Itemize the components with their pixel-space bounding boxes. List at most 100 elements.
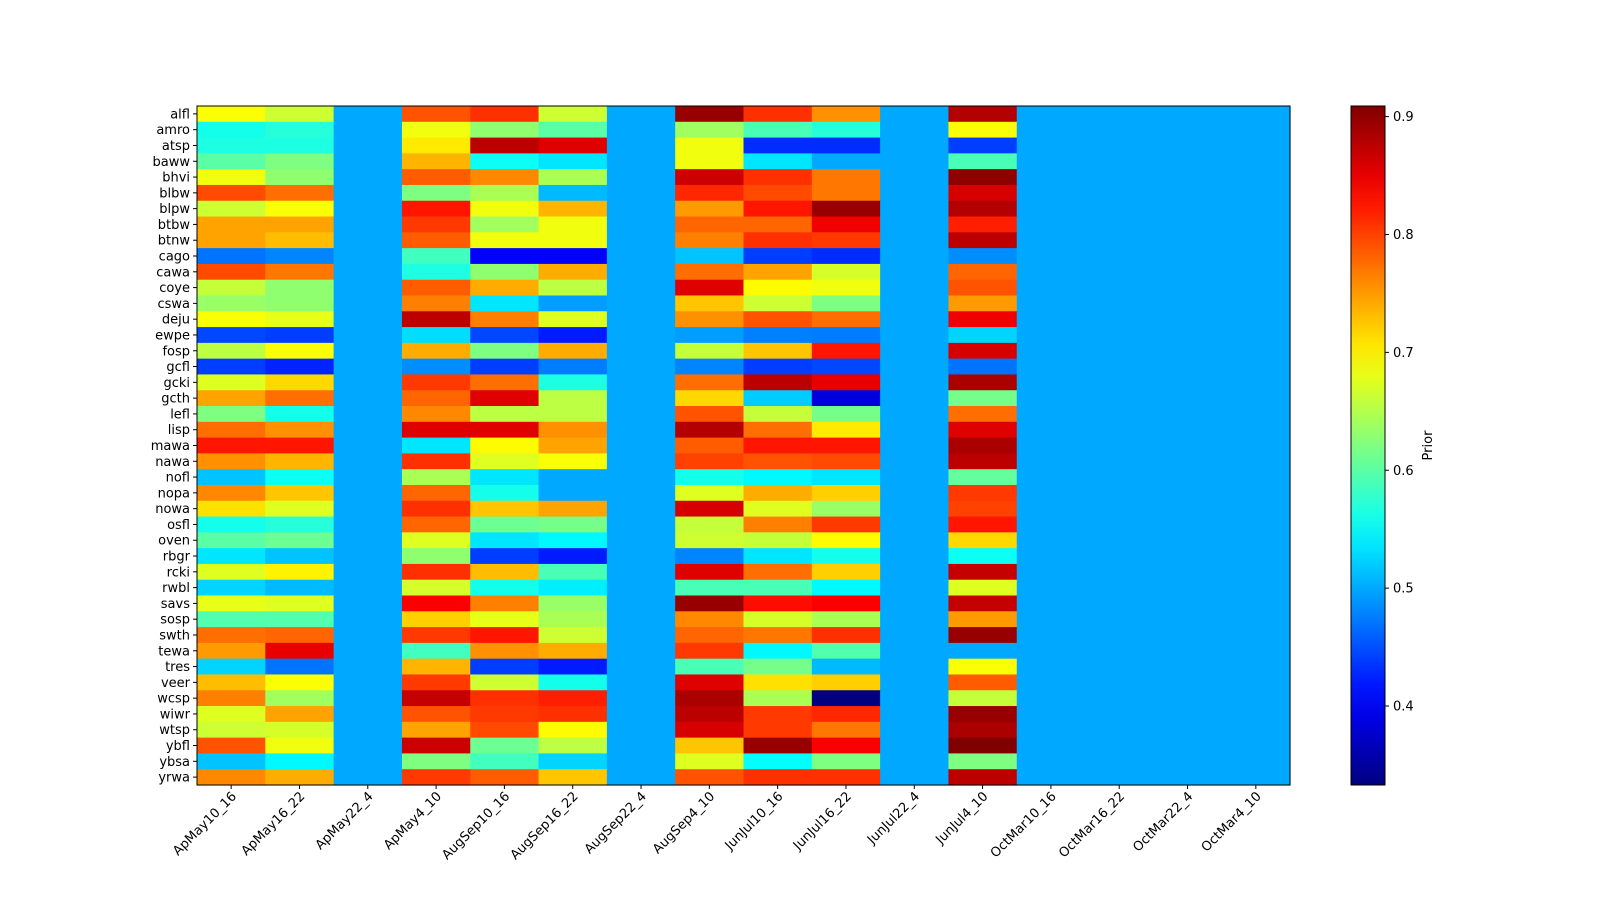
y-tick-label: coye — [159, 281, 190, 296]
heatmap-cell — [811, 721, 881, 739]
heatmap-cell — [265, 342, 335, 360]
heatmap-cell — [1085, 721, 1154, 739]
heatmap-cell — [538, 421, 608, 439]
heatmap-cell — [948, 627, 1018, 644]
heatmap-cell — [948, 721, 1018, 739]
heatmap-cell — [811, 469, 881, 486]
heatmap-cell — [948, 279, 1018, 297]
heatmap-cell — [401, 769, 471, 786]
heatmap-cell — [1153, 406, 1223, 423]
heatmap-cell — [811, 453, 881, 470]
heatmap-cell — [1221, 121, 1291, 139]
heatmap-cell — [538, 611, 608, 628]
heatmap-cell — [1016, 516, 1086, 533]
y-tick-label: amro — [156, 123, 190, 138]
heatmap-cell — [538, 579, 608, 597]
heatmap-cell — [1016, 232, 1086, 249]
heatmap-cell — [811, 706, 881, 723]
heatmap-cell — [538, 453, 608, 470]
heatmap-cell — [948, 184, 1018, 202]
heatmap-cell — [538, 674, 608, 691]
y-tick-label: ybsa — [159, 755, 190, 770]
heatmap-cell — [948, 674, 1018, 691]
heatmap-cell — [538, 232, 608, 249]
x-tick-label: JunJul4_10 — [933, 789, 992, 848]
heatmap-cell — [333, 311, 403, 328]
heatmap-cell — [606, 721, 676, 739]
heatmap-cell — [880, 374, 950, 391]
heatmap-cell — [538, 563, 608, 581]
heatmap-cell — [811, 532, 881, 549]
heatmap-cell — [470, 674, 540, 691]
heatmap-cell — [333, 153, 403, 170]
heatmap-cell — [1153, 295, 1223, 312]
heatmap-cell — [606, 311, 676, 328]
heatmap-cell — [265, 106, 335, 123]
heatmap-cell — [1085, 642, 1154, 660]
heatmap-cell — [1221, 137, 1291, 154]
heatmap-cell — [1221, 500, 1291, 518]
heatmap-cell — [811, 295, 881, 312]
heatmap-cell — [470, 121, 540, 139]
heatmap-cell — [1153, 453, 1223, 470]
heatmap-cell — [197, 437, 266, 454]
heatmap-cell — [470, 516, 540, 533]
heatmap-cell — [265, 437, 335, 454]
heatmap-cell — [1085, 516, 1154, 533]
heatmap-cell — [333, 674, 403, 691]
y-tick-label: lisp — [168, 423, 190, 438]
heatmap-cell — [743, 390, 813, 407]
heatmap-cell — [1153, 500, 1223, 518]
heatmap-cell — [538, 516, 608, 533]
heatmap-cell — [1153, 263, 1223, 281]
heatmap-cell — [333, 706, 403, 723]
heatmap-cell — [811, 500, 881, 518]
heatmap-cell — [1221, 169, 1291, 186]
heatmap-cell — [880, 169, 950, 186]
heatmap-cell — [948, 769, 1018, 786]
y-tick-label: wiwr — [160, 707, 191, 722]
heatmap-cell — [1221, 721, 1291, 739]
heatmap-cell — [1221, 295, 1291, 312]
heatmap-cell — [1085, 232, 1154, 249]
heatmap-cell — [401, 137, 471, 154]
heatmap-cell — [1016, 658, 1086, 676]
heatmap-cell — [880, 263, 950, 281]
heatmap-cell — [538, 342, 608, 360]
heatmap-cell — [880, 200, 950, 218]
heatmap-cell — [743, 658, 813, 676]
heatmap-cell — [333, 358, 403, 376]
heatmap-cell — [880, 106, 950, 123]
heatmap-cell — [675, 658, 745, 676]
heatmap-cell — [1221, 769, 1291, 786]
heatmap-cell — [538, 358, 608, 376]
heatmap-cell — [197, 579, 266, 597]
heatmap-cell — [606, 737, 676, 755]
heatmap-cell — [1016, 627, 1086, 644]
heatmap-cell — [811, 579, 881, 597]
heatmap-cell — [811, 169, 881, 186]
heatmap-cell — [606, 342, 676, 360]
heatmap-cell — [1016, 484, 1086, 502]
heatmap-cell — [470, 579, 540, 597]
heatmap-cell — [333, 279, 403, 297]
y-tick-label: blpw — [159, 202, 190, 217]
heatmap-cell — [1085, 248, 1154, 265]
heatmap-cell — [538, 500, 608, 518]
heatmap-cell — [675, 563, 745, 581]
heatmap-cell — [197, 563, 266, 581]
heatmap-cell — [948, 263, 1018, 281]
heatmap-cell — [1016, 200, 1086, 218]
heatmap-cell — [606, 674, 676, 691]
heatmap-cell — [538, 469, 608, 486]
heatmap-cell — [1153, 563, 1223, 581]
heatmap-cell — [675, 311, 745, 328]
heatmap-cell — [948, 106, 1018, 123]
y-tick-label: ybfl — [166, 739, 190, 754]
heatmap-cell — [743, 153, 813, 170]
heatmap-cell — [811, 690, 881, 707]
y-tick-label: fosp — [162, 344, 190, 359]
heatmap-cell — [743, 500, 813, 518]
heatmap-cell — [1221, 706, 1291, 723]
heatmap-cell — [470, 453, 540, 470]
